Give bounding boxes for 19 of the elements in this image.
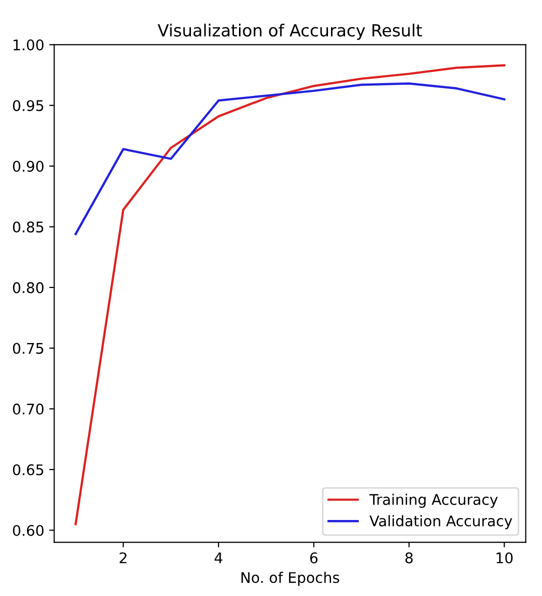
y-tick-label: 0.70 [12,404,44,415]
line-series [74,82,506,236]
legend-label: Validation Accuracy [370,515,512,530]
legend-label: Training Accuracy [369,494,498,508]
x-tick-label: 10 [496,552,513,564]
y-tick-label: 1.00 [14,39,44,50]
y-tick-label: 0.60 [12,524,44,536]
x-tick-label: 4 [214,552,222,564]
x-tick-label: 6 [310,552,318,564]
y-tick-label: 0.65 [12,464,44,476]
y-tick-label: 0.80 [12,282,44,294]
x-tick-label: 2 [120,552,126,564]
chart-title: Visualization of Accuracy Result [158,24,422,40]
x-axis-title: No. of Epochs [242,572,340,586]
y-tick-label: 0.90 [12,160,44,172]
y-tick-label: 0.95 [12,100,44,112]
x-tick-label: 8 [405,552,413,564]
y-tick-label: 0.85 [12,221,44,233]
y-tick-label: 0.75 [12,342,44,354]
